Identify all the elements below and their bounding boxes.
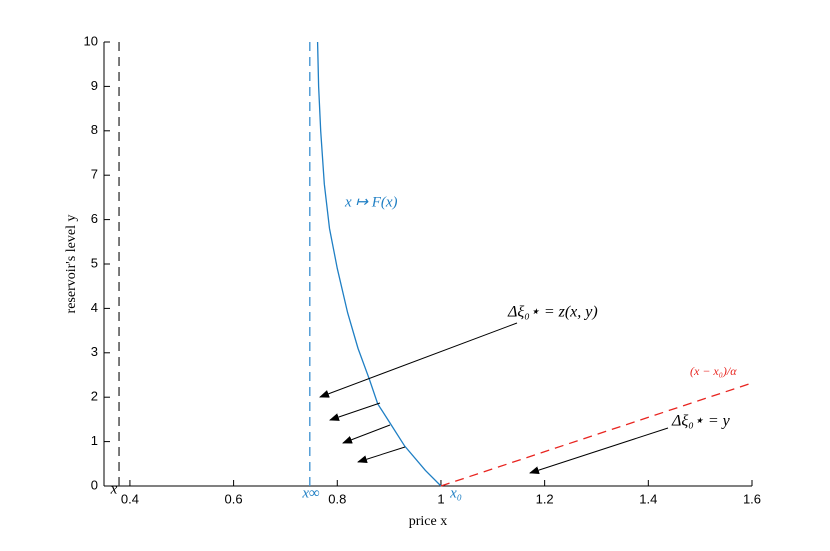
- x-axis-label: price x: [409, 514, 447, 529]
- annotation: Δξ₀⋆ = y: [671, 413, 731, 430]
- y-axis-label: reservoir's level y: [64, 215, 79, 314]
- x-tick-label: 1.2: [536, 491, 554, 506]
- y-tick-label: 6: [91, 211, 98, 226]
- x-tick-label: 0.4: [121, 491, 139, 506]
- line: [316, 41, 442, 487]
- annotation: x₀: [449, 485, 462, 501]
- annotation: x∞: [301, 485, 320, 501]
- annotation: Δξ₀⋆ = z(x, y): [507, 304, 598, 321]
- y-tick-label: 7: [91, 167, 98, 182]
- y-tick-label: 2: [91, 389, 98, 404]
- y-tick-label: 3: [91, 344, 98, 359]
- y-tick-label: 10: [84, 33, 98, 48]
- y-tick-label: 8: [91, 122, 98, 137]
- arrow: [319, 322, 518, 398]
- line: [440, 382, 753, 487]
- annotation: x ↦ F(x): [344, 194, 398, 210]
- y-tick-label: 1: [91, 433, 98, 448]
- y-tick-label: 9: [91, 78, 98, 93]
- y-tick-label: 0: [91, 477, 98, 492]
- x-tick-label: 1.4: [639, 491, 657, 506]
- annotation: (x − x₀)/α: [690, 364, 737, 378]
- y-tick-label: 4: [91, 300, 98, 315]
- y-tick-label: 5: [91, 255, 98, 270]
- arrow: [329, 402, 381, 421]
- arrow: [357, 446, 406, 464]
- x-tick-label: 1: [437, 491, 444, 506]
- arrow: [342, 424, 391, 444]
- x-tick-label: 1.6: [743, 491, 761, 506]
- annotation: x: [110, 481, 118, 497]
- arrow: [529, 427, 669, 475]
- x-tick-label: 0.8: [328, 491, 346, 506]
- x-tick-label: 0.6: [225, 491, 243, 506]
